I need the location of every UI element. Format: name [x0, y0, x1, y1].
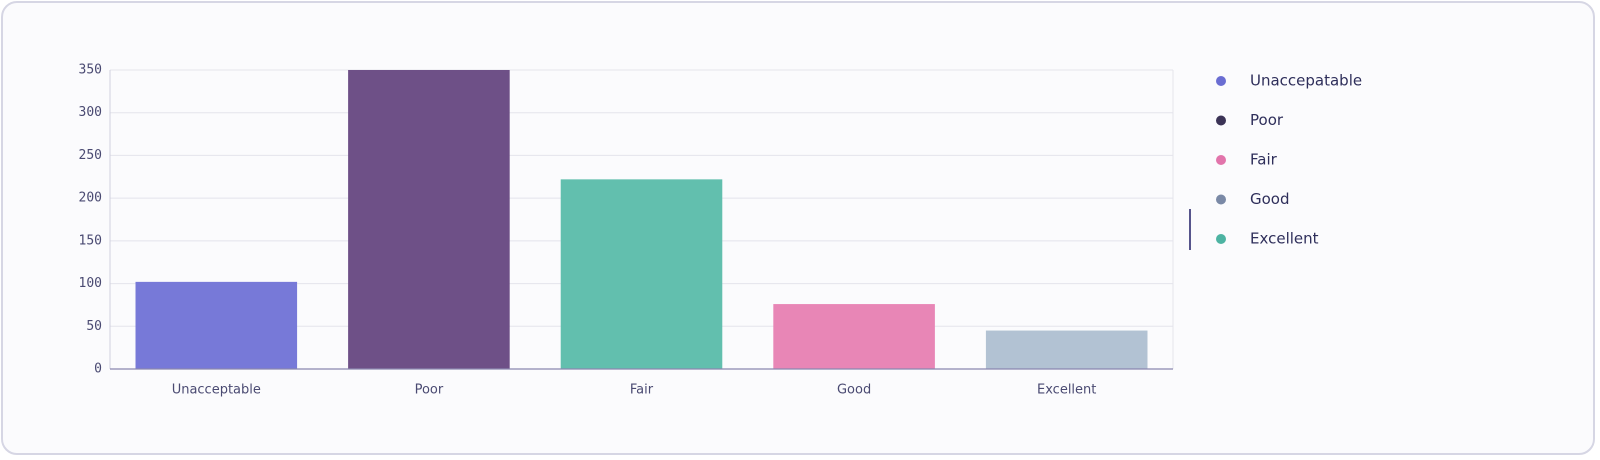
y-tick-label: 300 [79, 105, 102, 120]
x-tick-label: Unacceptable [172, 383, 261, 398]
bar [560, 179, 723, 369]
legend-label: Poor [1250, 111, 1284, 129]
legend-marker [1216, 234, 1226, 244]
y-tick-label: 200 [79, 191, 102, 206]
legend-label: Excellent [1250, 230, 1319, 248]
y-tick-label: 350 [79, 63, 102, 78]
bar [135, 281, 298, 369]
x-tick-label: Good [837, 383, 871, 398]
y-tick-label: 100 [79, 276, 102, 291]
y-tick-label: 150 [79, 233, 102, 248]
legend-marker [1216, 76, 1226, 86]
bar [348, 70, 510, 369]
legend-marker [1216, 115, 1226, 126]
x-tick-label: Poor [415, 383, 444, 398]
y-tick-label: 250 [79, 148, 102, 163]
x-tick-label: Fair [630, 383, 654, 398]
y-tick-label: 50 [86, 319, 102, 334]
legend-marker [1216, 194, 1226, 205]
legend-label: Unaccepatable [1250, 72, 1362, 90]
legend-marker [1216, 155, 1226, 165]
legend-label: Fair [1250, 151, 1278, 169]
legend-label: Good [1250, 190, 1290, 208]
y-tick-label: 0 [94, 362, 102, 377]
x-tick-label: Excellent [1037, 383, 1096, 398]
bar [773, 304, 935, 369]
bar [985, 330, 1148, 369]
